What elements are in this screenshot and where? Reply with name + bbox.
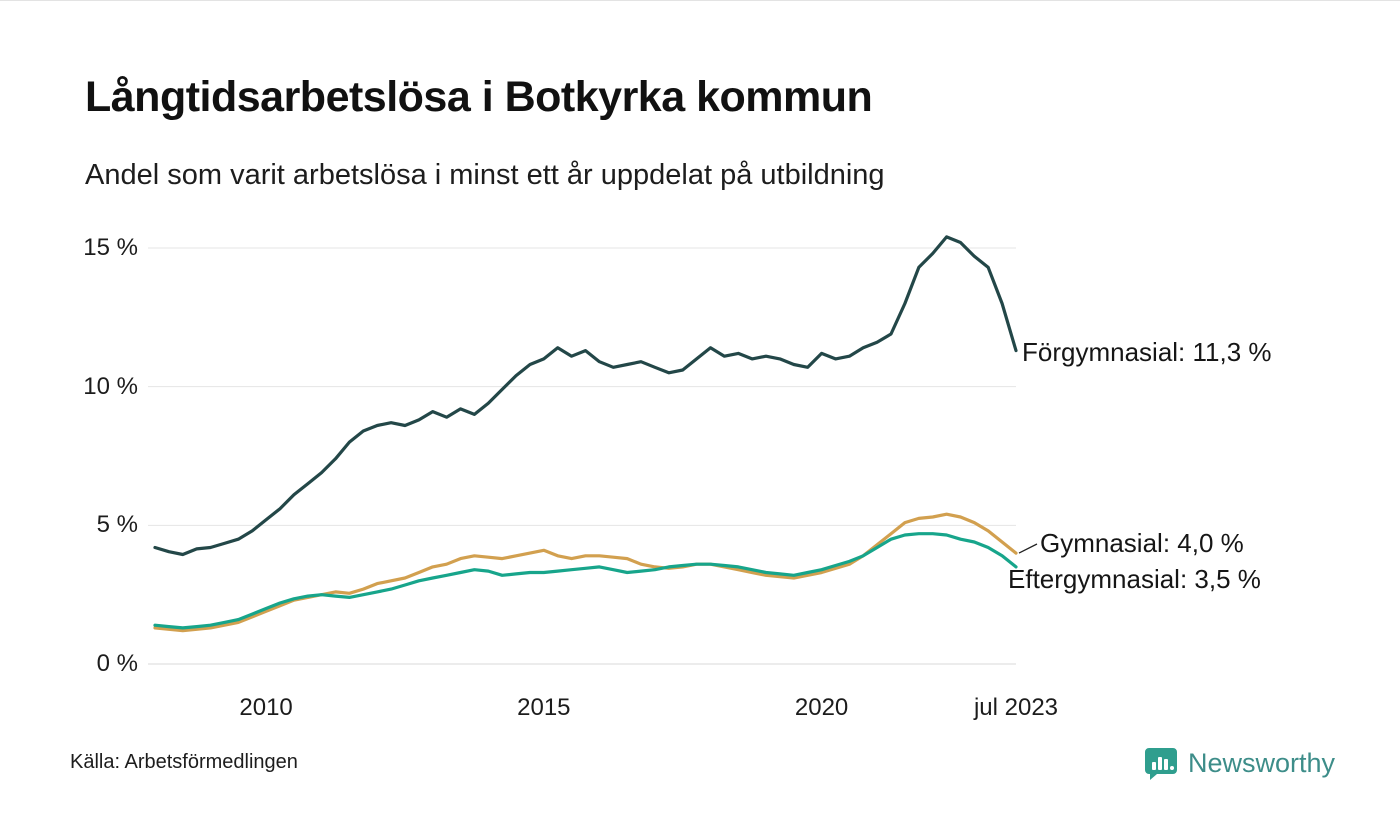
- newsworthy-icon: [1145, 748, 1177, 780]
- y-axis-tick-label: 0 %: [96, 650, 138, 677]
- x-axis-tick-label: 2010: [239, 694, 293, 721]
- brand-logo: Newsworthy: [1143, 745, 1335, 781]
- x-axis-tick-label: 2015: [517, 694, 571, 721]
- page-subtitle: Andel som varit arbetslösa i minst ett å…: [85, 159, 885, 191]
- series-end-label-forgymnasial: Förgymnasial: 11,3 %: [1022, 337, 1272, 367]
- series-end-label-eftergymnasial: Eftergymnasial: 3,5 %: [1008, 564, 1261, 594]
- y-axis-tick-label: 15 %: [83, 234, 138, 261]
- y-axis-tick-label: 5 %: [96, 511, 138, 539]
- source-attribution: Källa: Arbetsförmedlingen: [70, 751, 298, 773]
- series-end-label-gymnasial: Gymnasial: 4,0 %: [1040, 528, 1244, 558]
- y-axis-tick-label: 10 %: [83, 372, 138, 400]
- page-title: Långtidsarbetslösa i Botkyrka kommun: [85, 73, 873, 121]
- x-axis-tick-label: jul 2023: [973, 694, 1059, 721]
- x-axis-tick-label: 2020: [794, 694, 849, 721]
- brand-name: Newsworthy: [1188, 747, 1336, 778]
